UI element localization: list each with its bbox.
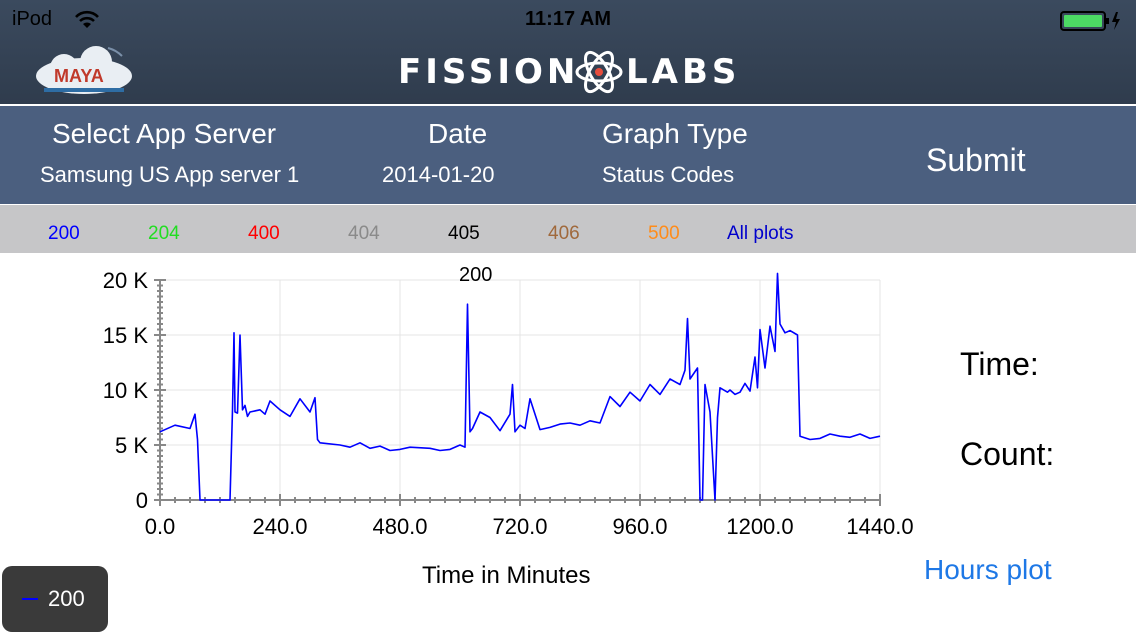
x-tick-label: 240.0 xyxy=(252,514,307,539)
graph-type-select[interactable]: Status Codes xyxy=(602,162,735,187)
query-form: Select App Server Samsung US App server … xyxy=(0,104,1136,204)
x-axis-label: Time in Minutes xyxy=(422,562,591,589)
code-405-button[interactable]: 405 xyxy=(448,223,480,244)
date-picker[interactable]: 2014-01-20 xyxy=(382,162,495,187)
chart-title: 200 xyxy=(459,264,493,286)
submit-button[interactable]: Submit xyxy=(926,142,1026,178)
status-time: 11:17 AM xyxy=(525,8,611,30)
brand-name-left: FISSION xyxy=(398,52,580,92)
series-line-200 xyxy=(159,272,881,501)
series-swatch xyxy=(22,598,38,600)
code-500-button[interactable]: 500 xyxy=(648,223,680,244)
hours-plot-link[interactable]: Hours plot xyxy=(924,554,1052,585)
server-select[interactable]: Samsung US App server 1 xyxy=(40,162,300,187)
y-tick-label: 20 K xyxy=(103,268,149,293)
series-legend-label: 200 xyxy=(48,586,85,611)
code-204-button[interactable]: 204 xyxy=(148,223,180,244)
y-tick-label: 0 xyxy=(136,488,148,513)
series-legend: 200 xyxy=(2,566,108,632)
x-tick-label: 0.0 xyxy=(145,514,176,539)
graph-type-label: Graph Type xyxy=(602,118,748,149)
y-tick-label: 5 K xyxy=(115,433,148,458)
all-plots-button[interactable]: All plots xyxy=(727,223,794,244)
y-tick-label: 10 K xyxy=(103,378,149,403)
maya-logo: MAYA xyxy=(36,46,132,94)
server-label: Select App Server xyxy=(52,118,277,149)
line-chart[interactable]: 0.0 240.0 480.0 720.0 960.0 1200.0 1440.0 0 5 K 1… xyxy=(0,256,940,556)
x-tick-label: 960.0 xyxy=(612,514,667,539)
maya-logo-text: MAYA xyxy=(54,66,104,86)
carrier-label: iPod xyxy=(12,8,53,30)
code-400-button[interactable]: 400 xyxy=(248,223,280,244)
wifi-icon xyxy=(75,10,99,28)
code-404-button[interactable]: 404 xyxy=(348,223,380,244)
brand-name-right: LABS xyxy=(626,52,741,92)
date-label: Date xyxy=(428,118,488,149)
status-code-bar: 200 204 400 404 405 406 500 All plots xyxy=(0,205,1136,253)
atom-icon xyxy=(575,50,623,94)
code-406-button[interactable]: 406 xyxy=(548,223,580,244)
x-tick-label: 480.0 xyxy=(372,514,427,539)
code-200-button[interactable]: 200 xyxy=(48,223,80,244)
battery-icon xyxy=(1060,11,1120,31)
time-readout-label: Time: xyxy=(960,346,1039,382)
count-readout-label: Count: xyxy=(960,436,1055,472)
app-header: iPod 11:17 AM MAYA FISSION LABS xyxy=(0,0,1136,104)
x-tick-label: 1200.0 xyxy=(726,514,793,539)
x-tick-label: 1440.0 xyxy=(846,514,913,539)
y-tick-label: 15 K xyxy=(103,323,149,348)
x-tick-label: 720.0 xyxy=(492,514,547,539)
